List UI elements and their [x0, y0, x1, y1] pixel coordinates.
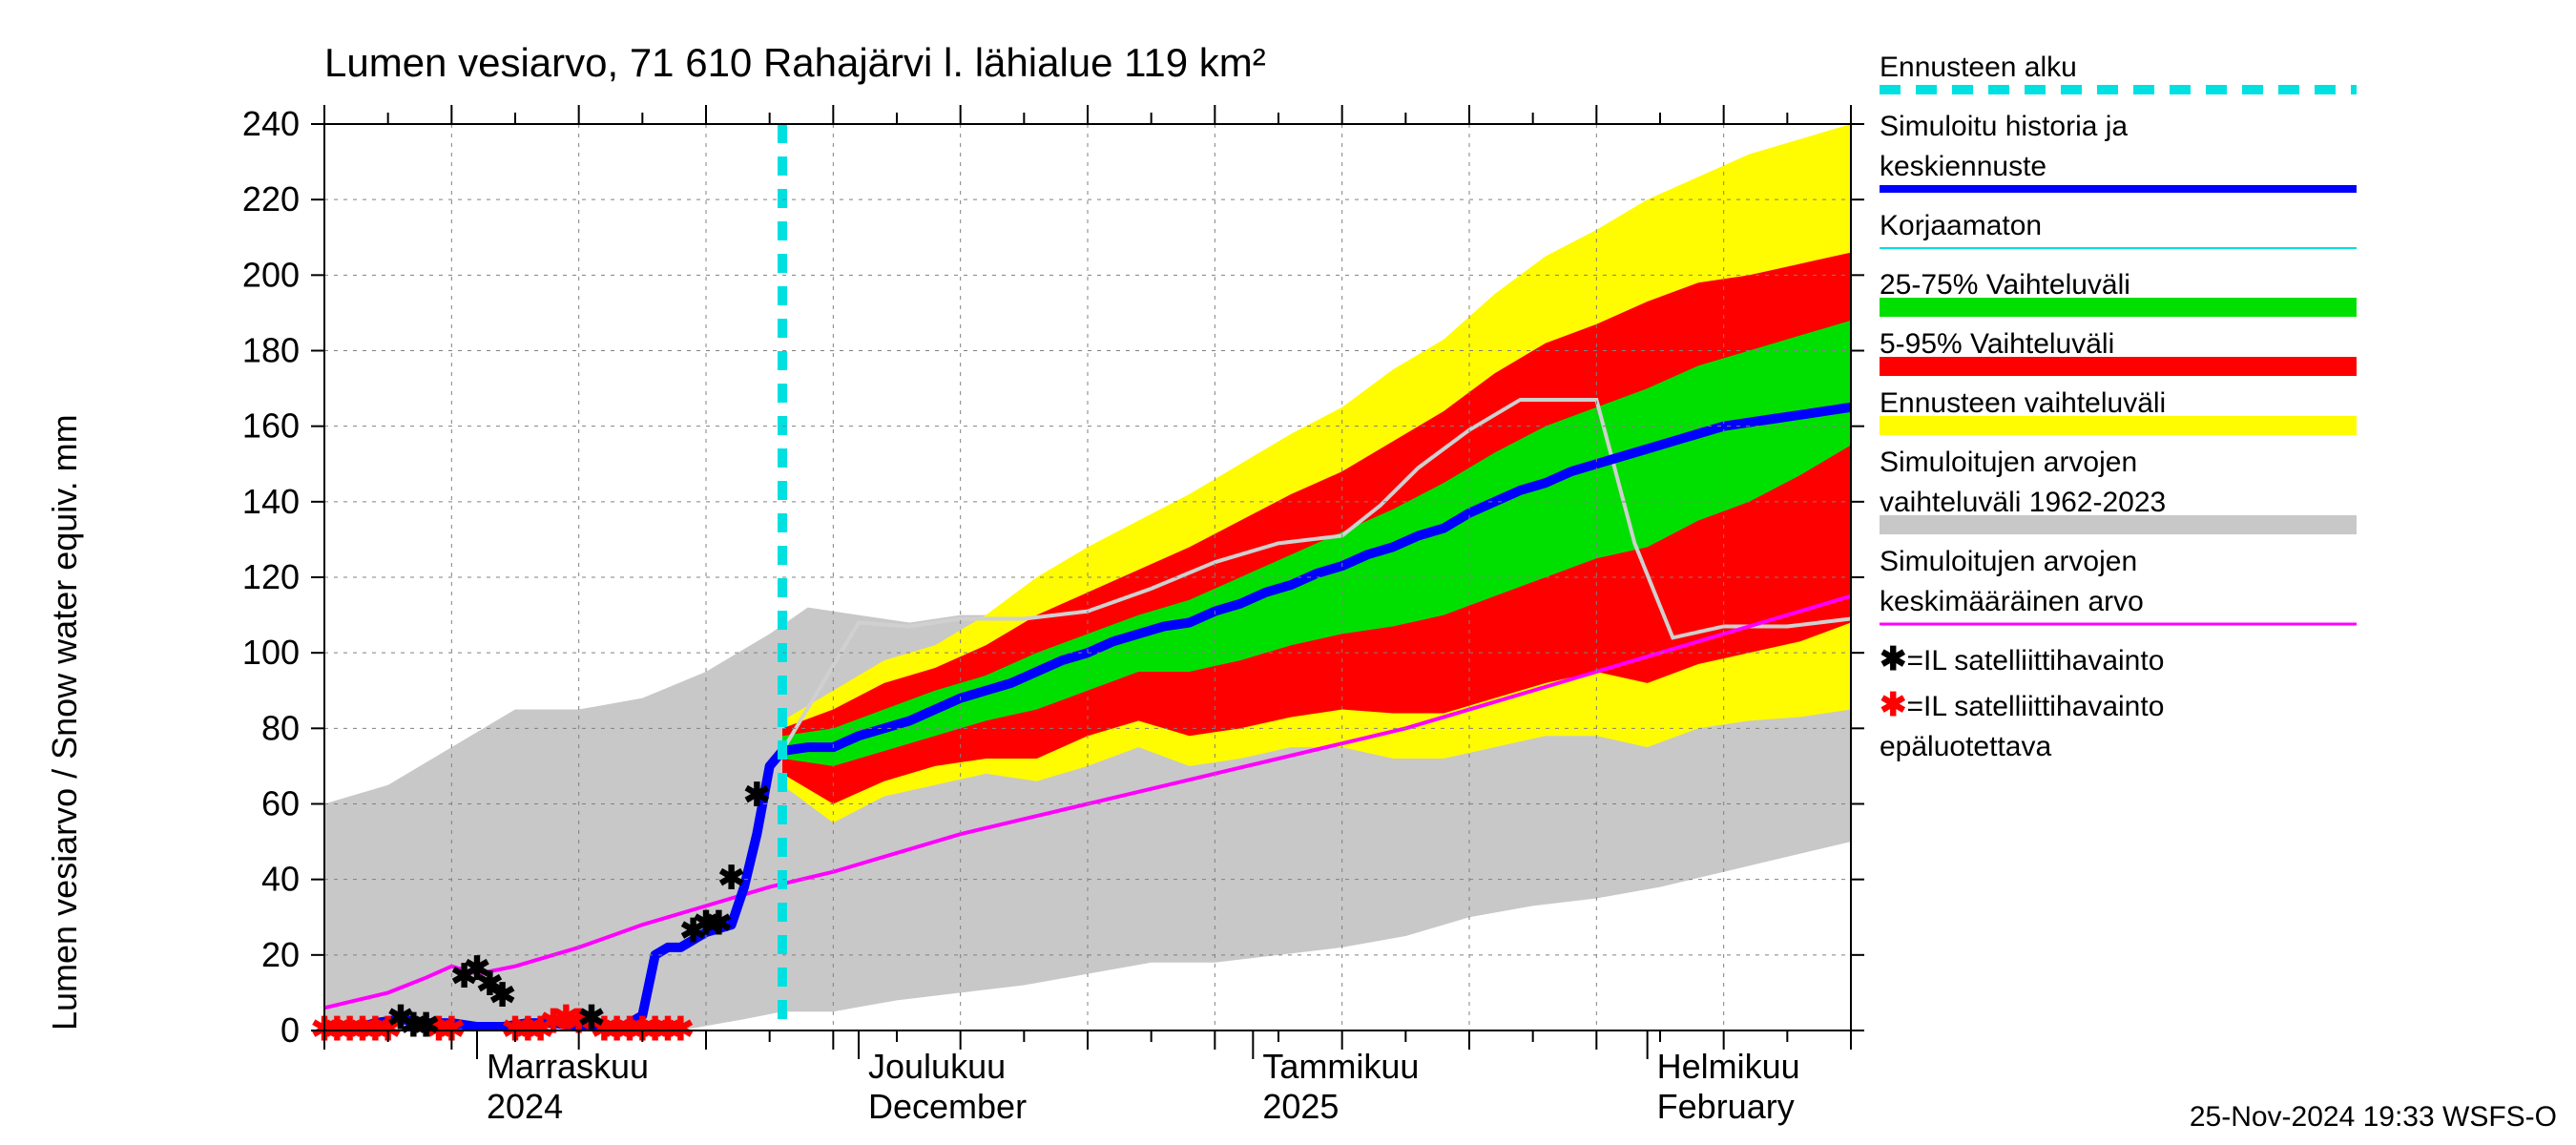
y-tick-label: 140	[242, 482, 300, 521]
legend: Ennusteen alku Simuloitu historia ja keski…	[1880, 52, 2357, 762]
legend-label: Simuloitujen arvojen	[1880, 447, 2137, 478]
month-label-en: February	[1657, 1087, 1795, 1126]
month-label-fi: Helmikuu	[1657, 1047, 1800, 1086]
y-tick-label: 180	[242, 331, 300, 370]
svg-text:✱: ✱	[743, 778, 771, 814]
svg-text:✱: ✱	[488, 977, 516, 1013]
legend-swatch	[1880, 357, 2357, 376]
legend-swatch	[1880, 298, 2357, 317]
month-label-en: 2024	[487, 1087, 563, 1126]
svg-text:✱: ✱	[705, 906, 733, 942]
y-tick-label: 160	[242, 406, 300, 446]
month-label-en: 2025	[1262, 1087, 1339, 1126]
month-label-fi: Marraskuu	[487, 1047, 649, 1086]
chart-title: Lumen vesiarvo, 71 610 Rahajärvi l. lähi…	[324, 40, 1266, 85]
chart-root: { "title": "Lumen vesiarvo, 71 610 Rahaj…	[0, 0, 2576, 1145]
svg-text:✱: ✱	[717, 861, 745, 897]
timestamp: 25-Nov-2024 19:33 WSFS-O	[2190, 1101, 2557, 1133]
month-label-en: December	[868, 1087, 1027, 1126]
legend-label: ✱=IL satelliittihavainto	[1880, 687, 2164, 723]
y-tick-label: 120	[242, 557, 300, 596]
legend-swatch	[1880, 515, 2357, 534]
y-axis-label: Lumen vesiarvo / Snow water equiv. mm	[45, 414, 84, 1030]
svg-text:✱: ✱	[412, 1008, 440, 1044]
legend-label: keskiennuste	[1880, 151, 2046, 182]
y-tick-label: 240	[242, 104, 300, 143]
month-label-fi: Tammikuu	[1262, 1047, 1419, 1086]
month-label-fi: Joulukuu	[868, 1047, 1006, 1086]
legend-label: ✱=IL satelliittihavainto	[1880, 641, 2164, 677]
legend-label: vaihteluväli 1962-2023	[1880, 487, 2166, 518]
legend-label: Ennusteen alku	[1880, 52, 2077, 83]
y-tick-label: 220	[242, 179, 300, 219]
chart-svg: ✱✱✱✱✱✱✱✱✱✱✱✱✱✱✱✱✱✱✱✱✱✱✱✱✱✱✱✱✱✱✱✱✱✱020406…	[0, 0, 2576, 1145]
y-tick-label: 80	[261, 708, 300, 747]
y-tick-label: 40	[261, 860, 300, 899]
legend-label: Simuloitujen arvojen	[1880, 546, 2137, 577]
legend-label: keskimääräinen arvo	[1880, 586, 2144, 617]
legend-label: Simuloitu historia ja	[1880, 111, 2128, 142]
legend-label: Korjaamaton	[1880, 210, 2042, 241]
legend-swatch	[1880, 416, 2357, 435]
y-tick-label: 0	[280, 1010, 300, 1050]
y-tick-label: 60	[261, 784, 300, 823]
legend-label: epäluotettava	[1880, 731, 2051, 762]
legend-label: 25-75% Vaihteluväli	[1880, 269, 2130, 301]
legend-label: Ennusteen vaihteluväli	[1880, 387, 2166, 419]
y-tick-label: 200	[242, 255, 300, 294]
legend-label: 5-95% Vaihteluväli	[1880, 328, 2114, 360]
y-tick-label: 20	[261, 935, 300, 974]
y-tick-label: 100	[242, 633, 300, 672]
